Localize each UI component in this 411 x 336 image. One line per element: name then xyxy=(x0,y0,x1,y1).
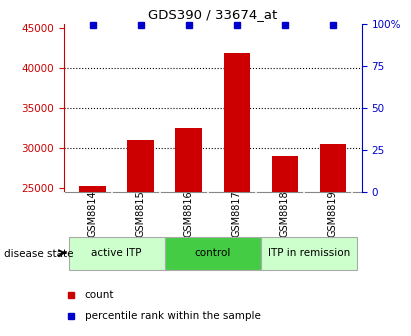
Bar xyxy=(175,128,202,336)
Bar xyxy=(224,53,250,336)
Text: control: control xyxy=(194,248,231,258)
Text: GSM8815: GSM8815 xyxy=(136,190,145,237)
Text: disease state: disease state xyxy=(4,249,74,259)
Text: active ITP: active ITP xyxy=(91,248,142,258)
Text: GSM8818: GSM8818 xyxy=(280,190,290,237)
Title: GDS390 / 33674_at: GDS390 / 33674_at xyxy=(148,8,277,21)
Text: count: count xyxy=(85,290,114,300)
Bar xyxy=(272,156,298,336)
Text: GSM8817: GSM8817 xyxy=(232,190,242,237)
Bar xyxy=(69,237,165,270)
Bar xyxy=(79,186,106,336)
Text: percentile rank within the sample: percentile rank within the sample xyxy=(85,311,261,321)
Bar xyxy=(165,237,261,270)
Bar xyxy=(127,139,154,336)
Bar xyxy=(261,237,357,270)
Text: ITP in remission: ITP in remission xyxy=(268,248,350,258)
Text: GSM8814: GSM8814 xyxy=(88,190,97,237)
Text: GSM8819: GSM8819 xyxy=(328,190,338,237)
Bar xyxy=(320,143,346,336)
Text: GSM8816: GSM8816 xyxy=(184,190,194,237)
